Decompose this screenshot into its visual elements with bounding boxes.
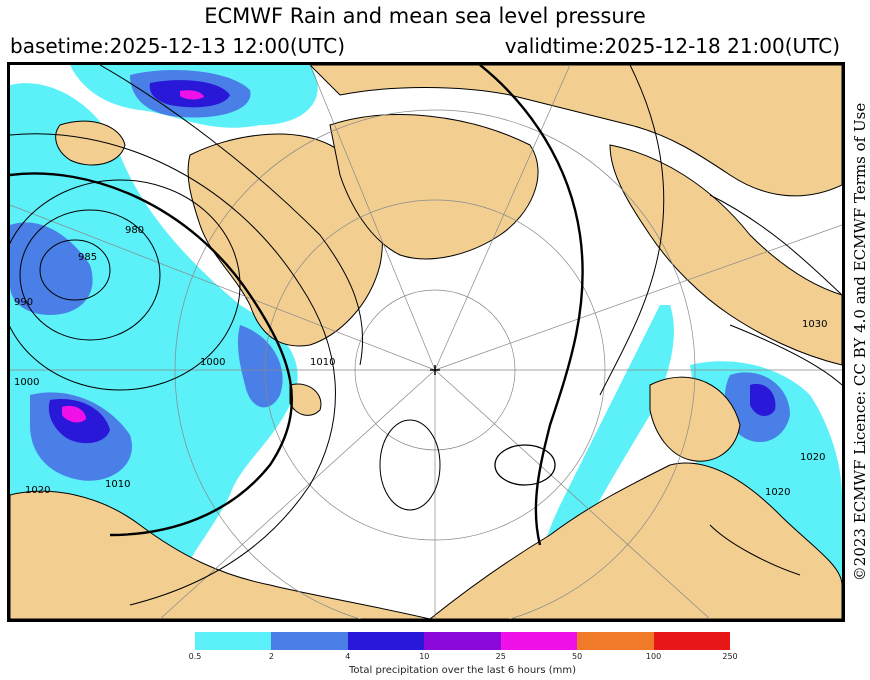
legend-tick-label: 100 (645, 652, 662, 661)
legend-swatch (653, 632, 730, 650)
precip-area-west (10, 83, 298, 619)
map-canvas: 980 985 990 1000 1000 1010 1010 1020 102… (10, 65, 842, 619)
north-america-top (309, 65, 842, 197)
legend-swatch (271, 632, 348, 650)
pressure-centers (430, 365, 440, 375)
legend-swatch (347, 632, 425, 650)
isobar-label: 1010 (310, 357, 335, 368)
legend-tick-label: 4 (345, 652, 351, 661)
legend-swatch (195, 632, 272, 650)
precip-intense-west (62, 405, 86, 423)
precipitation-layer (10, 65, 842, 619)
precip-intense-north (180, 90, 204, 100)
greenland (187, 133, 384, 347)
legend-tick-label: 2 (268, 652, 274, 661)
isobar-label: 985 (78, 252, 97, 263)
land-layer (10, 65, 842, 619)
chukotka (649, 376, 741, 462)
isobar-label: 1020 (800, 452, 825, 463)
graticule (10, 65, 842, 619)
iceland (55, 120, 126, 166)
licence-text: ©2023 ECMWF Licence: CC BY 4.0 and ECMWF… (851, 102, 869, 582)
isobar-label: 1000 (14, 377, 39, 388)
precip-moderate-west (10, 222, 93, 315)
scandinavia-russia (10, 490, 431, 619)
isobar-label: 1010 (105, 479, 130, 490)
precipitation-legend (195, 632, 730, 650)
isobar-label: 980 (125, 225, 144, 236)
canadian-arctic (329, 114, 539, 260)
legend-tick-label: 10 (419, 652, 430, 661)
isobar-label: 1030 (802, 319, 827, 330)
chart-title: ECMWF Rain and mean sea level pressure (204, 4, 646, 28)
legend-tick-label: 50 (572, 652, 583, 661)
legend-tick-label: 25 (495, 652, 506, 661)
legend-swatch (500, 632, 578, 650)
isobar-label: 1020 (25, 485, 50, 496)
basetime-label: basetime:2025-12-13 12:00(UTC) (10, 34, 346, 58)
isobar-labels: 980 985 990 1000 1000 1010 1010 1020 102… (14, 225, 827, 498)
precip-heavy-east (750, 383, 776, 417)
legend-label: Total precipitation over the last 6 hour… (348, 665, 577, 676)
svalbard (289, 383, 322, 416)
legend-tick-label: 250 (722, 652, 738, 661)
isobar-label: 1020 (765, 487, 790, 498)
weather-map[interactable]: 980 985 990 1000 1000 1010 1010 1020 102… (7, 62, 845, 622)
isobar-label: 990 (14, 297, 33, 308)
precip-moderate-central (237, 325, 283, 408)
validtime-label: validtime:2025-12-18 21:00(UTC) (504, 34, 840, 58)
legend-swatch (577, 632, 654, 650)
siberia (429, 462, 842, 619)
licence-text-container: ©2023 ECMWF Licence: CC BY 4.0 and ECMWF… (849, 64, 870, 620)
isobar-label: 1000 (200, 357, 225, 368)
legend-tick-label: 0.5 (188, 652, 202, 661)
legend-swatch (424, 632, 501, 650)
isobars (10, 65, 842, 606)
alaska-region (609, 144, 842, 366)
